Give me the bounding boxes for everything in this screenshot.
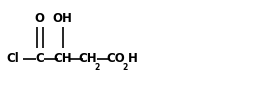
- Text: H: H: [128, 52, 137, 65]
- Text: Cl: Cl: [7, 52, 19, 65]
- Text: C: C: [36, 52, 44, 65]
- Text: OH: OH: [53, 12, 73, 25]
- Text: 2: 2: [122, 63, 128, 72]
- Text: CH: CH: [78, 52, 97, 65]
- Text: O: O: [35, 12, 45, 25]
- Text: 2: 2: [94, 63, 99, 72]
- Text: CO: CO: [107, 52, 126, 65]
- Text: CH: CH: [53, 52, 72, 65]
